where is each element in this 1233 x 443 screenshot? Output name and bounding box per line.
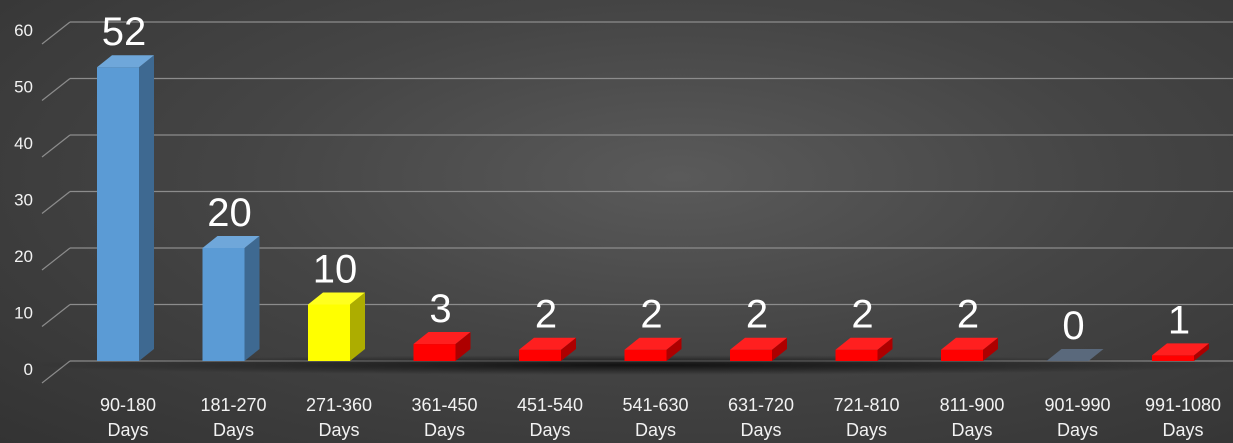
data-label: 2 (535, 293, 557, 337)
bar-side (1194, 343, 1209, 361)
bar (730, 337, 787, 361)
data-label: 1 (1168, 298, 1190, 342)
y-tick-label: 50 (14, 78, 33, 97)
bar-front (413, 344, 456, 361)
bar-top (624, 337, 682, 350)
bar-side (244, 236, 260, 361)
bar-side (666, 337, 682, 361)
bar-top (202, 236, 260, 248)
bar-side (561, 337, 576, 361)
bar-front (202, 248, 245, 361)
bar-top (1152, 343, 1209, 356)
x-tick-label: 811-900 (940, 395, 1005, 415)
x-tick-label: 721-810 (833, 395, 899, 415)
y-tick-label: 0 (24, 360, 33, 379)
x-tick-label: 901-990 (1044, 395, 1110, 415)
x-tick-label-unit: Days (318, 420, 359, 440)
x-tick-label-unit: Days (1162, 420, 1203, 440)
bar-top (308, 292, 365, 305)
x-tick-label-unit: Days (424, 420, 465, 440)
bar-front (97, 67, 139, 361)
bar-side (983, 337, 998, 361)
x-tick-label: 181-270 (200, 395, 266, 415)
bar (1046, 349, 1104, 361)
data-label: 52 (102, 10, 147, 54)
bar (1152, 343, 1209, 361)
data-label: 2 (851, 293, 873, 337)
bar-top (97, 55, 154, 68)
bar-front (941, 349, 983, 361)
x-tick-label: 90-180 (100, 395, 156, 415)
y-tick-label: 30 (14, 191, 33, 210)
y-tick-label: 10 (14, 304, 33, 323)
data-label: 0 (1062, 304, 1084, 348)
bar (97, 55, 154, 361)
data-label: 20 (207, 191, 252, 235)
gridlines (41, 21, 1233, 384)
bar-front (1152, 355, 1194, 361)
x-tick-label-unit: Days (951, 420, 992, 440)
x-tick-label: 451-540 (517, 395, 583, 415)
x-tick-label-unit: Days (740, 420, 781, 440)
bar-side (772, 337, 787, 361)
x-tick-label: 361-450 (411, 395, 477, 415)
x-tick-label: 631-720 (728, 395, 794, 415)
data-label: 2 (957, 293, 979, 337)
bar-front (835, 349, 878, 361)
gridline-diagonal (41, 134, 71, 158)
gridline-diagonal (41, 247, 71, 271)
bar-side (350, 292, 365, 361)
x-axis: 90-180 Days 181-270 Days 271-360 Days 361-450 D… (100, 395, 1221, 440)
bar (941, 337, 998, 361)
bars (97, 55, 1209, 361)
x-tick-label-unit: Days (1057, 420, 1098, 440)
x-tick-label: 991-1080 (1145, 395, 1221, 415)
x-tick-label: 271-360 (306, 395, 372, 415)
bar-top (941, 337, 998, 350)
x-tick-label-unit: Days (213, 420, 254, 440)
bar-front (730, 349, 772, 361)
bar-side (877, 337, 893, 361)
bar-side (139, 55, 154, 361)
y-tick-label: 20 (14, 247, 33, 266)
gridline-diagonal (41, 78, 71, 101)
bar-side (455, 332, 471, 361)
bar (835, 337, 893, 361)
x-tick-label-unit: Days (846, 420, 887, 440)
gridline-diagonal (41, 21, 71, 45)
x-tick-label-unit: Days (529, 420, 570, 440)
data-label: 2 (746, 293, 768, 337)
bar (202, 236, 260, 361)
bar-front (519, 349, 561, 361)
bar (519, 337, 576, 361)
data-label: 3 (429, 287, 451, 331)
data-label: 2 (640, 293, 662, 337)
y-axis: 0 10 20 30 40 50 60 (14, 21, 33, 379)
bar-front (624, 349, 667, 361)
bar-top (519, 337, 576, 350)
bar (308, 292, 365, 361)
x-tick-label: 541-630 (622, 395, 688, 415)
bar (624, 337, 682, 361)
gridline-diagonal (41, 304, 71, 327)
bar-top (413, 332, 471, 345)
x-tick-label-unit: Days (635, 420, 676, 440)
bar-top (835, 337, 893, 350)
y-tick-label: 60 (14, 21, 33, 40)
bar-top (730, 337, 787, 350)
y-tick-label: 40 (14, 134, 33, 153)
bar (413, 332, 471, 361)
data-label: 10 (313, 248, 358, 292)
x-tick-label-unit: Days (107, 420, 148, 440)
bar-front (308, 304, 350, 361)
gridline-diagonal (41, 191, 71, 214)
bar-top (1046, 349, 1104, 361)
